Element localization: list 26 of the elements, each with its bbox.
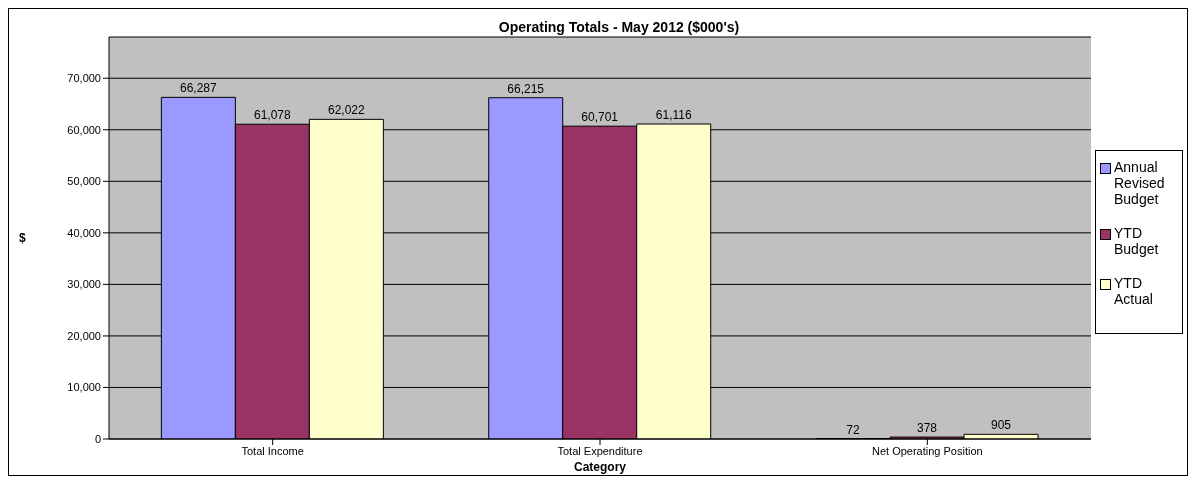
data-label: 66,287 bbox=[180, 81, 218, 96]
y-tick-label: 40,000 bbox=[67, 226, 101, 239]
data-label: 72 bbox=[846, 422, 861, 437]
y-tick-label: 60,000 bbox=[67, 123, 101, 136]
data-label: 60,701 bbox=[581, 110, 619, 125]
x-axis-title: Category bbox=[573, 460, 627, 474]
y-axis-title: $ bbox=[19, 231, 26, 246]
x-tick-label: Net Operating Position bbox=[872, 444, 983, 457]
chart-title: Operating Totals - May 2012 ($000's) bbox=[497, 19, 741, 35]
data-label: 66,215 bbox=[507, 81, 545, 96]
legend-label: YTD Actual bbox=[1114, 275, 1154, 307]
y-tick-label: 30,000 bbox=[67, 278, 101, 291]
data-label: 62,022 bbox=[328, 103, 366, 118]
data-label: 61,078 bbox=[254, 108, 292, 123]
y-tick-label: 70,000 bbox=[67, 72, 101, 85]
y-tick-label: 0 bbox=[94, 432, 101, 445]
y-tick-label: 50,000 bbox=[67, 175, 101, 188]
x-tick-label: Total Income bbox=[241, 444, 304, 457]
y-tick-label: 10,000 bbox=[67, 381, 101, 394]
legend-label: Annual Revised Budget bbox=[1114, 159, 1166, 207]
data-label: 61,116 bbox=[655, 108, 692, 123]
data-label: 905 bbox=[991, 418, 1012, 433]
y-tick-label: 20,000 bbox=[67, 329, 101, 342]
data-label: 378 bbox=[917, 421, 938, 436]
legend-label: YTD Budget bbox=[1114, 225, 1160, 257]
x-tick-label: Total Expenditure bbox=[557, 444, 643, 457]
